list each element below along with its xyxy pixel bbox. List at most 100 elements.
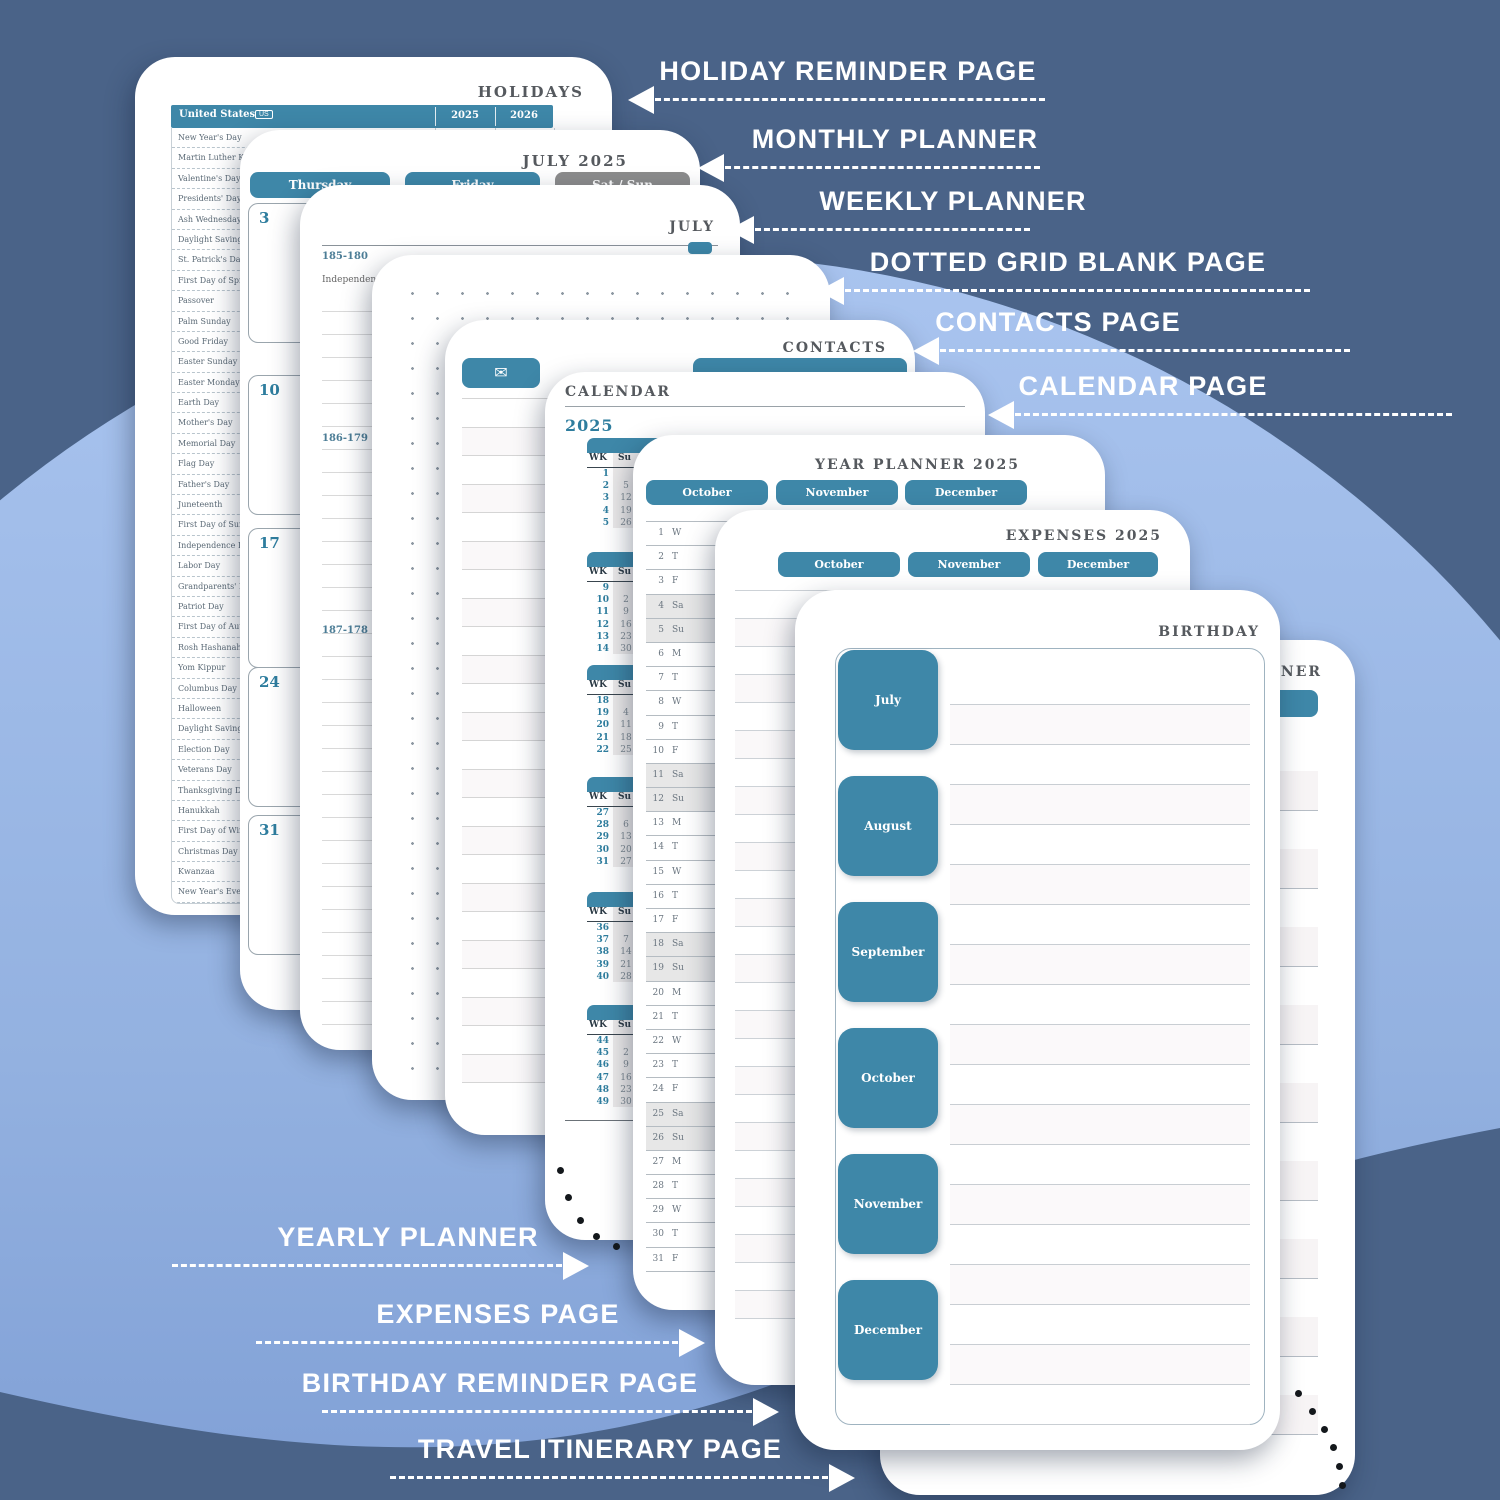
birthday-row[interactable] bbox=[950, 1105, 1250, 1145]
birthday-row[interactable] bbox=[950, 1025, 1250, 1065]
birthday-row[interactable] bbox=[950, 745, 1250, 785]
birthday-row[interactable] bbox=[950, 785, 1250, 825]
day-number: 29 bbox=[652, 1205, 664, 1216]
weekday-letter: F bbox=[672, 576, 679, 587]
arrowhead-right bbox=[753, 1398, 779, 1426]
divider bbox=[565, 1120, 677, 1121]
sunday-date: 18 bbox=[620, 732, 632, 743]
day-number: 23 bbox=[652, 1060, 664, 1071]
sunday-date: 2 bbox=[623, 1048, 629, 1059]
weekday-letter: T bbox=[672, 1229, 679, 1240]
label-dotted-grid-blank-page: DOTTED GRID BLANK PAGE bbox=[869, 247, 1267, 277]
arrowhead-right bbox=[679, 1329, 705, 1357]
mini-month-row: 18 bbox=[587, 695, 707, 707]
arrowhead-right bbox=[563, 1252, 589, 1280]
weekday-letter: T bbox=[672, 721, 679, 732]
sunday-date: 14 bbox=[620, 947, 632, 958]
week-number: 27 bbox=[596, 808, 609, 818]
week-number: 22 bbox=[596, 744, 609, 755]
day-number: 18 bbox=[652, 939, 664, 950]
mini-month-row: 5 26 bbox=[587, 517, 707, 529]
day-number: 14 bbox=[652, 842, 664, 853]
date-number: 3 bbox=[259, 209, 270, 227]
mini-month-row: 13 23 bbox=[587, 631, 707, 643]
sunday-date: 11 bbox=[620, 720, 632, 731]
mini-month-row: 37 7 bbox=[587, 934, 707, 946]
mini-month-row: 44 bbox=[587, 1035, 707, 1047]
birthday-row[interactable] bbox=[950, 705, 1250, 745]
birthday-row[interactable] bbox=[950, 1065, 1250, 1105]
dashed-line bbox=[655, 98, 1045, 101]
dashed-line bbox=[845, 289, 1310, 292]
sunday-date: 21 bbox=[620, 959, 632, 970]
dashed-line bbox=[1015, 413, 1452, 416]
day-number: 10 bbox=[652, 745, 664, 756]
birthday-month-tab-july[interactable]: July bbox=[838, 650, 938, 750]
dashed-line bbox=[725, 166, 1040, 169]
birthday-row[interactable] bbox=[950, 1385, 1250, 1425]
week-number: 46 bbox=[596, 1060, 609, 1071]
year-month-button-november[interactable]: November bbox=[776, 480, 898, 505]
decor-dot bbox=[1295, 1390, 1302, 1397]
day-number: 21 bbox=[652, 1011, 664, 1022]
page-birthday: BIRTHDAY July August September October Novem… bbox=[795, 590, 1280, 1450]
birthday-row[interactable] bbox=[950, 865, 1250, 905]
expenses-month-button-december[interactable]: December bbox=[1038, 552, 1158, 577]
divider bbox=[435, 107, 436, 126]
day-number: 11 bbox=[652, 769, 664, 780]
calendar-title: CALENDAR bbox=[565, 384, 671, 400]
arrowhead-left bbox=[728, 216, 754, 244]
mini-month-row: 38 14 bbox=[587, 946, 707, 958]
expenses-title: EXPENSES 2025 bbox=[1005, 528, 1162, 544]
week-number: 12 bbox=[596, 619, 609, 630]
birthday-row[interactable] bbox=[950, 905, 1250, 945]
mini-month-row: 1 bbox=[587, 468, 707, 480]
dashed-line bbox=[755, 228, 1030, 231]
birthday-month-tab-december[interactable]: December bbox=[838, 1280, 938, 1380]
birthday-month-tab-november[interactable]: November bbox=[838, 1154, 938, 1254]
weekday-letter: W bbox=[672, 1035, 682, 1046]
label-calendar-page: CALENDAR PAGE bbox=[1018, 371, 1268, 401]
date-number: 31 bbox=[259, 821, 280, 839]
birthday-row[interactable] bbox=[950, 825, 1250, 865]
birthday-row[interactable] bbox=[950, 1345, 1250, 1385]
mini-month-row: 4 19 bbox=[587, 505, 707, 517]
date-number: 17 bbox=[259, 534, 280, 552]
birthday-row[interactable] bbox=[950, 1185, 1250, 1225]
year-month-button-october[interactable]: October bbox=[646, 480, 768, 505]
birthday-row[interactable] bbox=[950, 1265, 1250, 1305]
arrowhead-left bbox=[988, 401, 1014, 429]
weekday-letter: F bbox=[672, 915, 679, 925]
divider bbox=[495, 107, 496, 126]
decor-dot bbox=[557, 1167, 564, 1174]
weekday-letter: F bbox=[672, 745, 679, 756]
year-month-button-december[interactable]: December bbox=[905, 480, 1027, 505]
weekday-letter: T bbox=[672, 552, 679, 563]
country-name: United States bbox=[179, 109, 256, 120]
birthday-month-tab-september[interactable]: September bbox=[838, 902, 938, 1002]
expenses-month-button-november[interactable]: November bbox=[908, 552, 1030, 577]
envelope-icon: ✉ bbox=[462, 358, 540, 388]
birthday-row[interactable] bbox=[950, 945, 1250, 985]
birthday-row[interactable] bbox=[950, 1305, 1250, 1345]
birthday-row[interactable] bbox=[950, 1225, 1250, 1265]
birthday-month-tab-august[interactable]: August bbox=[838, 776, 938, 876]
label-travel-itinerary-page: TRAVEL ITINERARY PAGE bbox=[417, 1434, 783, 1464]
birthday-row[interactable] bbox=[950, 1145, 1250, 1185]
mini-month-row: 19 4 bbox=[587, 707, 707, 719]
dashed-line bbox=[940, 349, 1350, 352]
day-number: 20 bbox=[652, 987, 664, 998]
week-number: 29 bbox=[596, 832, 609, 843]
expenses-month-button-october[interactable]: October bbox=[778, 552, 900, 577]
year-2026-header: 2026 bbox=[510, 110, 538, 121]
mini-month-row: 11 9 bbox=[587, 606, 707, 618]
week-number: 11 bbox=[596, 607, 609, 618]
day-number: 28 bbox=[652, 1181, 664, 1192]
day-number: 7 bbox=[658, 673, 664, 684]
birthday-month-tab-october[interactable]: October bbox=[838, 1028, 938, 1128]
birthday-row[interactable] bbox=[950, 665, 1250, 705]
wk-header: WK bbox=[589, 1020, 607, 1030]
weekday-letter: M bbox=[672, 987, 682, 998]
birthday-row[interactable] bbox=[950, 985, 1250, 1025]
day-number: 26 bbox=[652, 1132, 664, 1143]
